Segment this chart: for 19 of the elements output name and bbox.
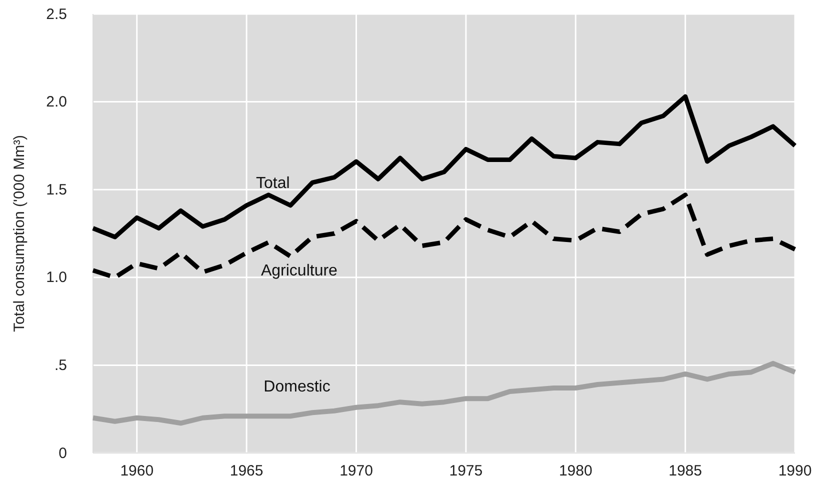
y-tick-label: 1.0	[46, 269, 67, 286]
x-tick-label: 1985	[668, 462, 702, 480]
line-series	[90, 192, 798, 280]
x-tick-label: 1965	[230, 462, 264, 480]
x-tick-label: 1990	[778, 462, 812, 480]
x-tick-label: 1975	[449, 462, 483, 480]
y-axis-title: Total consumption ('000 Mm³)	[11, 134, 28, 332]
y-tick-label: 0	[58, 444, 67, 462]
series-label: Total	[256, 174, 290, 192]
x-tick-label: 1970	[340, 462, 373, 480]
y-tick-label: 1.5	[46, 181, 67, 198]
y-tick-label: 2.5	[46, 6, 67, 23]
line-series	[90, 94, 798, 240]
x-tick-label: 1980	[558, 462, 592, 480]
series-label: Agriculture	[260, 262, 338, 280]
y-tick-label: 2.0	[46, 94, 67, 111]
x-tick-label: 1960	[120, 462, 154, 480]
series-label: Domestic	[264, 378, 330, 396]
y-tick-label: .5	[54, 357, 67, 374]
